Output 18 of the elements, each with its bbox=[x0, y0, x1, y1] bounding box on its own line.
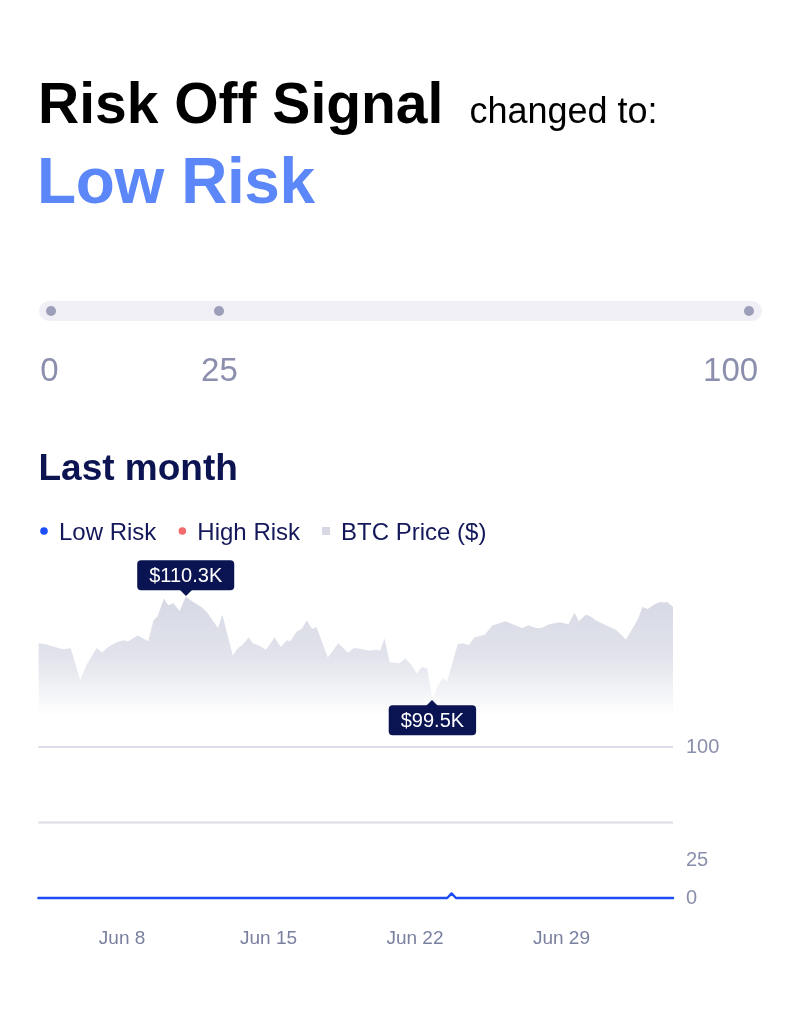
text: changed to: bbox=[469, 90, 658, 131]
legend-label: BTC Price ($) bbox=[341, 517, 487, 545]
x-tick-label: Jun 22 bbox=[386, 926, 444, 948]
y-tick-label: 25 bbox=[686, 847, 709, 870]
chart-title: Last month bbox=[38, 446, 238, 488]
x-tick-label: Jun 8 bbox=[98, 926, 146, 948]
text: Low Risk bbox=[37, 145, 315, 217]
y-tick-label: 0 bbox=[686, 885, 698, 908]
legend-label: High Risk bbox=[197, 517, 302, 545]
text: Risk Off Signal bbox=[38, 71, 444, 135]
text: 0 bbox=[40, 350, 59, 388]
data-label: $99.5K bbox=[400, 708, 465, 731]
legend-label: Low Risk bbox=[59, 517, 158, 545]
x-tick-label: Jun 15 bbox=[240, 926, 298, 948]
text: 25 bbox=[201, 350, 238, 388]
y-tick-label: 100 bbox=[686, 734, 720, 757]
x-tick-label: Jun 29 bbox=[532, 926, 590, 948]
data-label: $110.3K bbox=[149, 563, 223, 586]
